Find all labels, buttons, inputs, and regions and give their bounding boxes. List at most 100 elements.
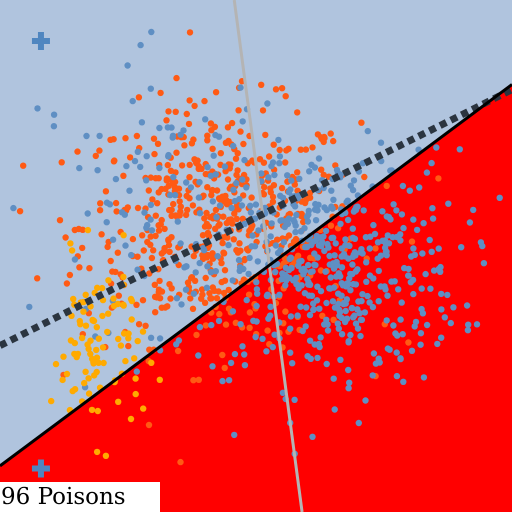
scatter-point <box>186 161 193 169</box>
scatter-point <box>321 204 328 211</box>
scatter-point <box>207 120 215 127</box>
scatter-point <box>114 300 122 308</box>
scatter-point <box>93 354 101 361</box>
scatter-point <box>87 350 94 358</box>
scatter-point <box>147 216 154 223</box>
scatter-point <box>289 360 296 367</box>
scatter-point <box>209 198 217 205</box>
scatter-point <box>400 378 407 385</box>
scatter-point <box>196 210 204 217</box>
scatter-point <box>306 337 314 344</box>
scatter-point <box>84 226 92 234</box>
scatter-point <box>94 407 102 415</box>
scatter-point <box>111 157 118 164</box>
scatter-point <box>277 217 284 224</box>
scatter-point <box>167 191 174 199</box>
scatter-point <box>324 240 331 248</box>
scatter-point <box>199 232 207 239</box>
scatter-point <box>222 321 230 328</box>
scatter-point <box>254 290 261 297</box>
scatter-point <box>183 179 190 186</box>
scatter-point <box>125 330 132 337</box>
scatter-point <box>405 339 412 346</box>
scatter-point <box>196 179 203 186</box>
scatter-point <box>375 267 382 275</box>
scatter-point <box>332 240 339 247</box>
scatter-point <box>160 248 167 255</box>
scatter-point <box>473 321 481 328</box>
scatter-point <box>126 187 133 194</box>
scatter-point <box>338 245 345 252</box>
scatter-point <box>133 301 140 308</box>
gray-reference-line <box>232 0 304 512</box>
scatter-point <box>173 149 180 156</box>
scatter-point <box>109 236 117 243</box>
scatter-point <box>107 136 114 143</box>
scatter-point <box>265 315 272 322</box>
scatter-point <box>63 370 71 378</box>
scatter-point <box>283 273 291 280</box>
scatter-point <box>207 295 214 302</box>
scatter-point <box>247 202 254 209</box>
scatter-point <box>112 268 119 276</box>
scatter-point <box>286 255 293 263</box>
scatter-point <box>401 264 408 272</box>
scatter-point <box>324 321 331 328</box>
scatter-point <box>98 284 106 292</box>
scatter-point <box>82 322 90 329</box>
scatter-point <box>229 277 236 284</box>
scatter-point <box>393 349 400 356</box>
scatter-point <box>239 176 246 183</box>
scatter-point <box>135 94 143 101</box>
scatter-point <box>147 233 154 240</box>
scatter-point <box>225 286 232 294</box>
scatter-point <box>272 242 280 249</box>
scatter-point <box>264 100 271 107</box>
scatter-point <box>350 314 357 321</box>
scatter-point <box>164 124 171 131</box>
scatter-point <box>220 289 228 297</box>
scatter-point <box>390 322 397 329</box>
scatter-point <box>120 302 127 309</box>
scatter-point <box>456 146 463 153</box>
scatter-point <box>267 185 274 192</box>
scatter-point <box>259 335 266 342</box>
scatter-point <box>344 216 352 224</box>
scatter-point <box>237 128 244 135</box>
scatter-point <box>323 299 330 307</box>
scatter-point <box>155 222 162 229</box>
scatter-point <box>441 314 448 321</box>
scatter-point <box>137 163 144 171</box>
scatter-point <box>77 321 84 328</box>
scatter-point <box>228 119 236 127</box>
scatter-point <box>292 228 299 236</box>
scatter-point <box>410 245 417 252</box>
scatter-point <box>152 232 159 240</box>
scatter-point <box>393 207 400 214</box>
scatter-point <box>201 97 208 105</box>
scatter-point <box>184 206 191 214</box>
scatter-point <box>147 201 155 209</box>
scatter-point <box>276 160 283 167</box>
scatter-point <box>115 292 123 299</box>
scatter-point <box>106 201 114 208</box>
scatter-point <box>258 170 265 177</box>
scatter-point <box>230 142 237 150</box>
scatter-point <box>122 357 129 365</box>
scatter-point <box>361 173 368 181</box>
scatter-point <box>68 247 76 254</box>
scatter-point <box>390 201 397 208</box>
scatter-point <box>129 97 136 105</box>
scatter-point <box>327 222 335 229</box>
scatter-point <box>399 182 407 190</box>
scatter-point <box>327 274 334 281</box>
scatter-point <box>149 196 156 203</box>
scatter-point <box>295 285 302 292</box>
scatter-point <box>146 346 153 353</box>
scatter-point <box>362 234 370 241</box>
scatter-point <box>148 359 155 366</box>
scatter-point <box>294 252 302 259</box>
scatter-point <box>248 222 256 230</box>
scatter-point <box>201 215 208 222</box>
scatter-point <box>72 351 79 358</box>
